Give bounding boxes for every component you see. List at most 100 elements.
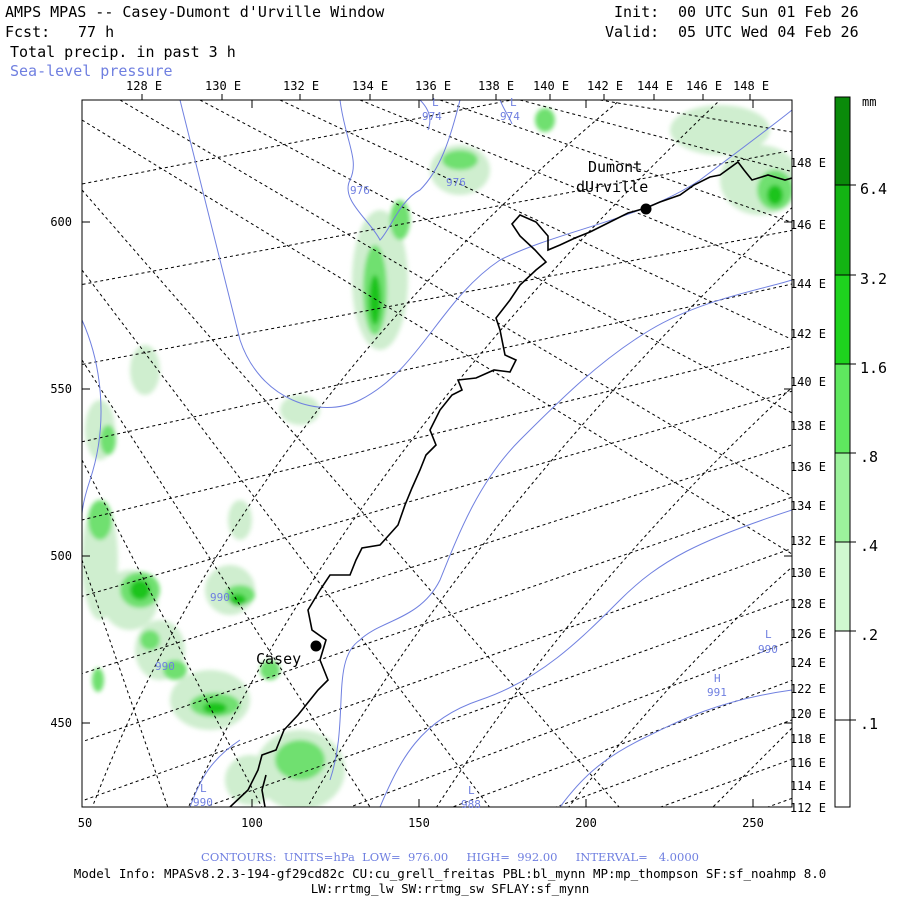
colorbar-bin <box>835 185 850 275</box>
dumont-label-line2: dUrville <box>576 178 648 196</box>
model-info: Model Info: MPASv8.2.3-194-gf29cd82c CU:… <box>73 866 827 881</box>
valid-label: Valid: <box>605 23 660 41</box>
top-lon-label: 134 E <box>352 79 388 93</box>
casey-station-marker <box>310 640 322 652</box>
pressure-label: 976 <box>446 176 466 189</box>
right-lon-label: 122 E <box>790 682 826 696</box>
pressure-marker: L <box>510 96 517 109</box>
y-ticks <box>82 221 792 724</box>
pressure-label: 991 <box>707 686 727 699</box>
colorbar-frame <box>834 96 851 808</box>
colorbar-bin <box>835 364 850 453</box>
top-longitude-labels: 128 E 130 E 132 E 134 E 136 E 138 E 140 … <box>126 79 769 93</box>
pressure-marker: L <box>765 628 772 641</box>
colorbar-bin <box>835 542 850 631</box>
pressure-label: 990 <box>193 796 213 809</box>
right-lon-label: 116 E <box>790 756 826 770</box>
x-tick-label: 200 <box>575 816 597 830</box>
colorbar-label: .8 <box>860 448 878 466</box>
x-tick-label: 250 <box>742 816 764 830</box>
right-lon-label: 134 E <box>790 499 826 513</box>
right-lon-label: 114 E <box>790 779 826 793</box>
right-lon-label: 120 E <box>790 707 826 721</box>
top-lon-label: 142 E <box>587 79 623 93</box>
colorbar-label: 3.2 <box>860 270 887 288</box>
init-time: 00 UTC Sun 01 Feb 26 <box>678 3 859 21</box>
pressure-marker: L <box>200 782 207 795</box>
right-lon-label: 136 E <box>790 460 826 474</box>
dumont-label-line1: Dumont <box>588 158 642 176</box>
pressure-label: 976 <box>350 184 370 197</box>
overlay-name: Sea-level pressure <box>10 62 173 80</box>
pressure-label: 988 <box>461 798 481 811</box>
right-lon-label: 124 E <box>790 656 826 670</box>
map-frame <box>81 99 793 808</box>
right-lon-label: 144 E <box>790 277 826 291</box>
right-lon-label: 142 E <box>790 327 826 341</box>
right-lon-label: 118 E <box>790 732 826 746</box>
casey-label: Casey <box>256 650 301 668</box>
x-ticks <box>251 100 754 807</box>
right-lon-label: 112 E <box>790 801 826 815</box>
top-lon-label: 144 E <box>637 79 673 93</box>
y-tick-label: 450 <box>50 716 72 730</box>
pressure-label: 974 <box>500 110 520 123</box>
right-lon-label: 138 E <box>790 419 826 433</box>
colorbar: mm 6.4 3.2 1.6 .8 .4 .2 .1 <box>834 95 887 808</box>
colorbar-unit: mm <box>862 95 876 109</box>
pressure-marker: L <box>468 784 475 797</box>
physics-info: LW:rrtmg_lw SW:rrtmg_sw SFLAY:sf_mynn <box>310 881 590 896</box>
right-lon-label: 132 E <box>790 534 826 548</box>
forecast-label: Fcst: <box>5 23 51 41</box>
colorbar-label: 6.4 <box>860 180 887 198</box>
top-lon-label: 132 E <box>283 79 319 93</box>
top-lon-label: 130 E <box>205 79 241 93</box>
colorbar-label: .1 <box>860 715 878 733</box>
pressure-label: 974 <box>422 110 442 123</box>
pressure-labels: 974 974 976 976 990 990 988 990 991 990 … <box>155 96 778 811</box>
right-lon-label: 148 E <box>790 156 826 170</box>
y-tick-label: 600 <box>50 215 72 229</box>
y-tick-label: 550 <box>50 382 72 396</box>
pressure-label: 990 <box>155 660 175 673</box>
forecast-hours: 77 h <box>78 23 115 41</box>
right-longitude-labels: 148 E 146 E 144 E 142 E 140 E 138 E 136 … <box>790 156 826 815</box>
top-lon-label: 136 E <box>415 79 451 93</box>
top-ticks <box>141 94 751 100</box>
precipitation-field <box>82 105 792 807</box>
pressure-label: 990 <box>210 591 230 604</box>
colorbar-label: 1.6 <box>860 359 887 377</box>
colorbar-bin <box>835 631 850 720</box>
init-label: Init: <box>614 3 660 21</box>
dumont-durville-station-marker <box>640 203 652 215</box>
pressure-marker: L <box>432 96 439 109</box>
top-lon-label: 148 E <box>733 79 769 93</box>
x-tick-label: 100 <box>241 816 263 830</box>
right-lon-label: 128 E <box>790 597 826 611</box>
right-lon-label: 126 E <box>790 627 826 641</box>
right-lon-label: 146 E <box>790 218 826 232</box>
plot-title: AMPS MPAS -- Casey-Dumont d'Urville Wind… <box>5 3 385 21</box>
colorbar-bin <box>835 720 850 807</box>
y-axis-labels: 600 550 500 450 <box>50 215 72 730</box>
contour-info: CONTOURS: UNITS=hPa LOW= 976.00 HIGH= 99… <box>201 850 699 864</box>
colorbar-bin <box>835 275 850 364</box>
colorbar-label: .4 <box>860 537 878 555</box>
colorbar-label: .2 <box>860 626 878 644</box>
x-tick-label: 50 <box>78 816 92 830</box>
x-axis-labels: 50 100 150 200 250 <box>78 816 764 830</box>
field-name: Total precip. in past 3 h <box>10 43 236 61</box>
graticule <box>82 100 792 807</box>
pressure-marker: H <box>714 672 721 685</box>
top-lon-label: 138 E <box>478 79 514 93</box>
top-lon-label: 140 E <box>533 79 569 93</box>
top-lon-label: 128 E <box>126 79 162 93</box>
y-tick-label: 500 <box>50 549 72 563</box>
colorbar-bin <box>835 97 850 185</box>
x-tick-label: 150 <box>408 816 430 830</box>
top-lon-label: 146 E <box>686 79 722 93</box>
colorbar-bin <box>835 453 850 542</box>
valid-time: 05 UTC Wed 04 Feb 26 <box>678 23 859 41</box>
isobars <box>82 100 792 807</box>
